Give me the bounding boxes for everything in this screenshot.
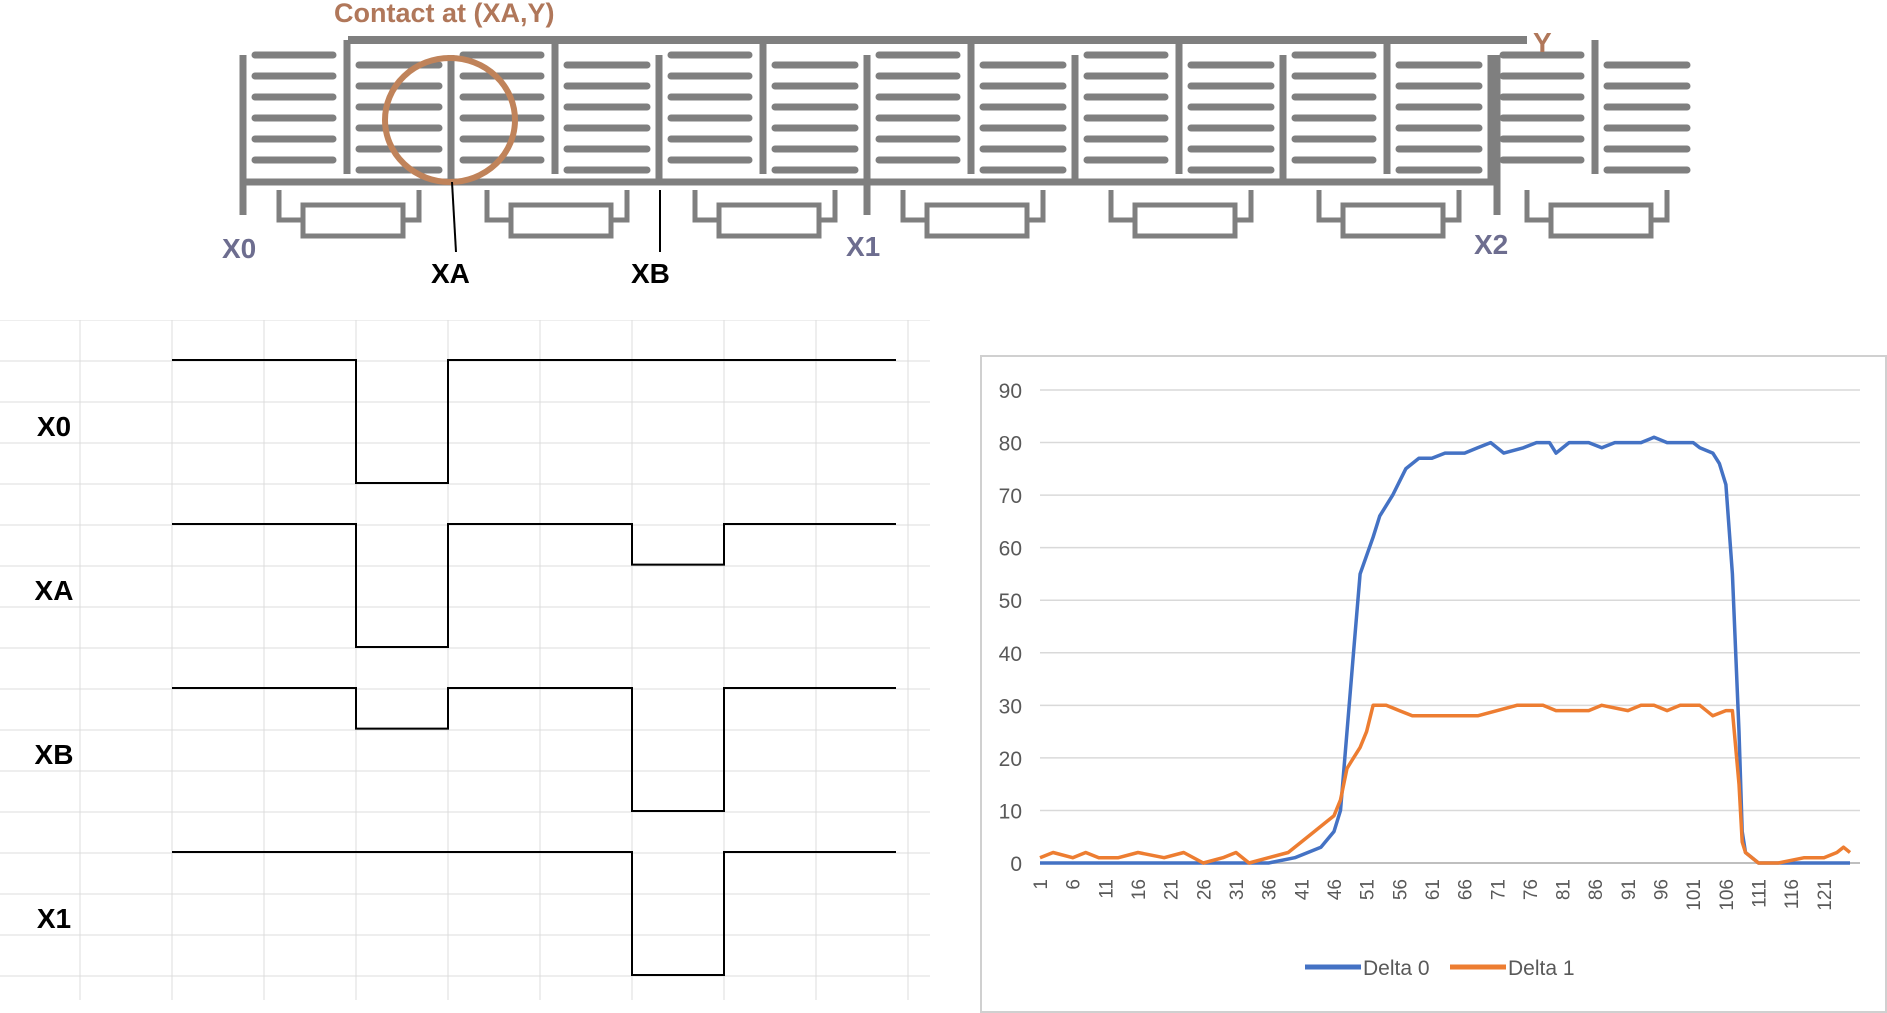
timing-waveform [172,359,896,484]
y-tick-label: 90 [999,380,1022,403]
y-tick-label: 40 [999,643,1022,666]
timing-row-label: XA [35,575,74,606]
x-tick-label: 21 [1162,879,1183,900]
electrode-group [239,36,1691,239]
resistor-bracket [900,190,1046,223]
x-tick-label: 31 [1227,879,1248,900]
resistor-bracket [1316,190,1462,223]
x-tick-label: 96 [1652,879,1673,900]
x1-label: X1 [846,231,880,262]
timing-grid [0,320,930,1000]
resistor-box [1340,202,1446,239]
x-tick-label: 81 [1554,879,1575,900]
x0-label: X0 [222,233,256,264]
y-label: Y [1533,27,1552,58]
x2-label: X2 [1474,229,1508,260]
x-tick-label: 76 [1521,879,1542,900]
chart-y-ticks: 0 10 20 30 40 50 60 70 80 90 [999,380,1022,876]
timing-waveform [172,523,896,648]
y-tick-label: 10 [999,800,1022,823]
x-tick-label: 61 [1423,879,1444,900]
contact-circle [382,55,518,185]
x-tick-label: 91 [1619,879,1640,900]
resistor-box [924,202,1030,239]
timing-row-label: XB [35,739,74,770]
chart-grid [1040,389,1860,864]
timing-waveform [172,687,896,812]
x-tick-label: 26 [1194,879,1215,900]
resistor-box [1132,202,1238,239]
x-tick-label: 106 [1717,879,1738,911]
x-tick-label: 41 [1292,879,1313,900]
x-tick-label: 71 [1488,879,1509,900]
timing-row-label: X1 [37,903,71,934]
timing-diagram: X0 XA XB X1 [0,320,930,1000]
chart-x-ticks: 1 6 11 16 21 26 31 36 41 46 51 56 61 66 71 76 81 86 91 96 10… [1031,879,1836,911]
x-tick-label: 51 [1358,879,1379,900]
timing-labels: X0 XA XB X1 [35,411,74,934]
resistor-box [508,202,614,239]
y-tick-label: 50 [999,590,1022,613]
xb-label: XB [631,258,670,289]
x-tick-label: 116 [1782,879,1803,909]
legend-label: Delta 1 [1508,957,1575,980]
y-tick-label: 60 [999,538,1022,561]
x-tick-label: 1 [1031,879,1052,890]
resistor-bracket [276,190,422,223]
chart-legend: Delta 0 Delta 1 [1305,957,1575,980]
x-tick-label: 101 [1684,879,1705,911]
x-tick-label: 46 [1325,879,1346,900]
x-tick-label: 11 [1096,879,1117,899]
x-tick-label: 56 [1390,879,1411,900]
resistor-bracket [1108,190,1254,223]
series-line-delta-0 [1040,435,1850,865]
electrode-diagram: Contact at (XA,Y) Y X0 X1 X2 XA XB [222,0,1691,289]
series-line-delta-1 [1039,703,1852,865]
resistor-bracket [692,190,838,223]
y-tick-label: 20 [999,748,1022,771]
y-tick-label: 70 [999,485,1022,508]
y-tick-label: 80 [999,433,1022,456]
xa-pointer-line [451,181,457,253]
timing-waves [172,359,896,976]
x-tick-label: 16 [1129,879,1150,900]
y-tick-label: 30 [999,695,1022,718]
xa-label: XA [431,258,470,289]
resistor-box [300,202,406,239]
x-tick-label: 66 [1456,879,1477,900]
contact-label: Contact at (XA,Y) [334,0,555,28]
chart-series [1039,435,1852,865]
x-tick-label: 86 [1586,879,1607,900]
timing-row-label: X0 [37,411,71,442]
resistor-box [716,202,822,239]
resistor-box [1548,202,1654,239]
x-tick-label: 111 [1750,879,1771,908]
resistor-bracket [484,190,630,223]
y-tick-label: 0 [1010,853,1022,876]
resistor-bracket [1524,190,1670,223]
timing-waveform [172,851,896,976]
x-tick-label: 6 [1064,879,1085,890]
x-tick-label: 36 [1260,879,1281,900]
x-tick-label: 121 [1815,879,1836,911]
legend-label: Delta 0 [1363,957,1430,980]
chart-frame [980,355,1887,1013]
